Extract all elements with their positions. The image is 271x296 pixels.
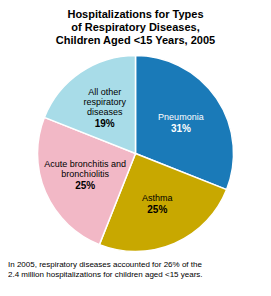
svg-text:19%: 19% — [95, 118, 115, 129]
svg-text:31%: 31% — [171, 123, 191, 134]
svg-text:Acute bronchitis andbronchioli: Acute bronchitis andbronchiolitis — [44, 159, 126, 179]
svg-text:Pneumonia: Pneumonia — [158, 112, 204, 122]
html-text:Hospitalizations for Types of: Hospitalizations for Types of Respirator… — [55, 8, 216, 46]
html-text:In 2005, respiratory diseases: In 2005, respiratory diseases accounted … — [8, 260, 203, 279]
svg-text:25%: 25% — [75, 180, 95, 191]
svg-text:25%: 25% — [147, 204, 167, 215]
svg-text:All otherrespiratorydiseases: All otherrespiratorydiseases — [83, 87, 126, 117]
svg-text:Asthma: Asthma — [142, 193, 173, 203]
